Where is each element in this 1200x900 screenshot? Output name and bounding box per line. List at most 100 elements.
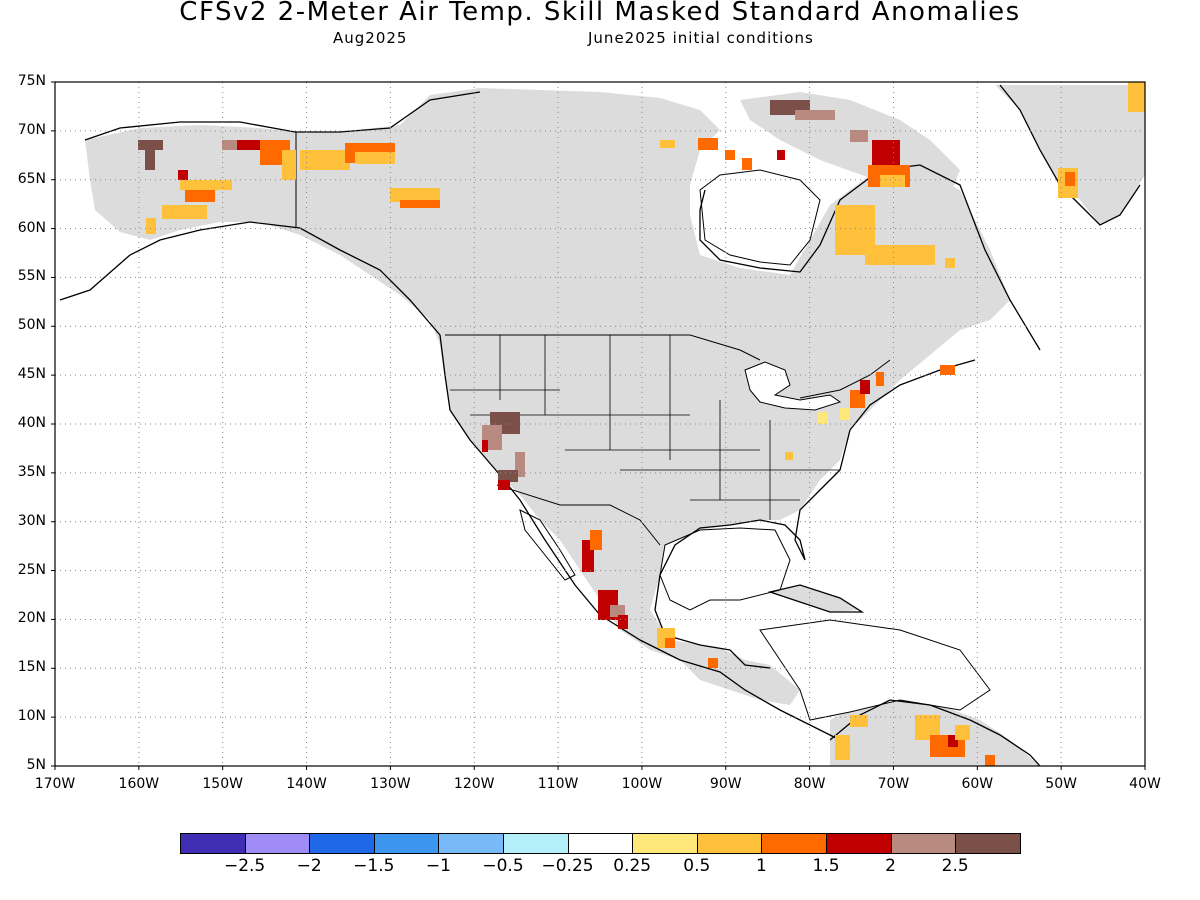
anomaly-cell: [872, 140, 900, 165]
colorbar-label: 0.25: [613, 856, 652, 876]
colorbar-label: −0.25: [541, 856, 594, 876]
anomaly-cell: [1128, 82, 1145, 112]
colorbar-label: 2.5: [941, 856, 969, 876]
colorbar-label: −1.5: [353, 856, 395, 876]
lat-label: 15N: [17, 659, 46, 676]
anomaly-cell: [850, 390, 865, 408]
border-us-mexico: [496, 484, 661, 546]
anomaly-cell: [777, 150, 785, 160]
lon-label: 130W: [370, 776, 411, 792]
colorbar-swatch: [890, 833, 957, 854]
lat-label: 50N: [17, 317, 46, 334]
lat-label: 35N: [17, 463, 46, 480]
anomaly-cell: [237, 140, 267, 150]
anomaly-cell: [145, 150, 155, 170]
lat-label: 45N: [17, 366, 46, 383]
anomaly-cell: [945, 258, 955, 268]
lat-label: 65N: [17, 170, 46, 187]
colorbar-swatch: [373, 833, 440, 854]
lon-label: 110W: [537, 776, 579, 792]
anomaly-cell: [185, 190, 215, 202]
anomaly-cell: [300, 150, 350, 170]
anomaly-cell: [865, 245, 935, 265]
graticule: [55, 82, 1145, 766]
anomaly-cell: [162, 205, 207, 219]
colorbar-label: 1: [755, 856, 767, 876]
anomaly-cell: [482, 440, 488, 452]
great-lakes: [744, 361, 842, 411]
colorbar-swatch: [955, 833, 1021, 854]
anomaly-cell: [355, 152, 395, 164]
anomaly-cell: [180, 180, 232, 190]
colorbar-swatch: [696, 833, 763, 854]
mask-greenland: [995, 85, 1145, 225]
lon-label: 70W: [877, 776, 910, 792]
colorbar-label: −2.5: [223, 856, 266, 876]
anomaly-cell: [590, 530, 602, 550]
coast-west: [59, 221, 851, 746]
colorbar-swatch: [503, 833, 569, 854]
anomaly-cell: [725, 150, 735, 160]
colorbar-swatch: [632, 833, 698, 854]
anomaly-cell: [660, 140, 675, 148]
anomaly-cell: [665, 638, 675, 648]
anomaly-cell: [390, 188, 440, 202]
lon-label: 140W: [286, 776, 327, 792]
colorbar-swatch: [244, 833, 311, 854]
anomaly-cell: [282, 150, 296, 180]
colorbar-swatch: [438, 833, 504, 854]
anomaly-cell: [708, 658, 718, 668]
lon-label: 50W: [1045, 776, 1077, 792]
anomaly-cell: [222, 140, 237, 150]
anomaly-cell: [515, 452, 525, 477]
colorbar-swatch: [309, 833, 375, 854]
anomaly-cell: [795, 110, 835, 120]
anomaly-cell: [985, 755, 995, 766]
anomaly-cell: [876, 372, 884, 386]
political-borders: [295, 132, 891, 546]
anomaly-cells: [138, 82, 1145, 766]
inland-water: [519, 169, 991, 721]
border-us-canada: [445, 334, 891, 399]
colorbar-swatch: [567, 833, 634, 854]
mask-cuba: [770, 585, 860, 612]
lat-label: 70N: [17, 121, 46, 138]
lon-label: 170W: [34, 776, 76, 792]
anomaly-cell: [498, 470, 518, 482]
caribbean-sea: [759, 619, 991, 721]
lat-label: 75N: [17, 73, 46, 89]
lat-label: 40N: [17, 415, 46, 431]
lon-label: 160W: [118, 776, 160, 792]
colorbar-label: 2: [885, 856, 896, 876]
anomaly-cell: [742, 158, 752, 170]
anomaly-cell: [840, 408, 850, 420]
anomaly-cell: [850, 130, 868, 142]
lon-label: 150W: [202, 776, 243, 792]
initial-conditions: June2025 initial conditions: [588, 29, 814, 47]
anomaly-cell: [880, 175, 905, 187]
lon-label: 80W: [793, 776, 826, 792]
coast-cuba: [767, 584, 865, 613]
colorbar-label: 1.5: [812, 856, 840, 876]
mask-north-america: [85, 88, 1010, 705]
lat-label: 30N: [17, 512, 46, 529]
lat-label: 20N: [17, 610, 46, 627]
colorbar-swatch: [826, 833, 892, 854]
anomaly-cell: [400, 200, 440, 208]
colorbar-swatch: [761, 833, 827, 854]
lat-label: 5N: [26, 757, 46, 773]
colorbar-label: −0.5: [482, 856, 524, 876]
lat-label: 10N: [17, 708, 46, 725]
anomaly-cell: [138, 140, 163, 150]
lon-label: 60W: [961, 776, 994, 792]
anomaly-cell: [850, 715, 868, 727]
anomaly-cell: [860, 380, 870, 394]
hudson-bay: [699, 169, 821, 266]
valid-period: Aug2025: [333, 29, 408, 47]
lat-label: 60N: [17, 219, 46, 236]
anomaly-cell: [785, 452, 793, 460]
skill-mask: [85, 85, 1145, 766]
colorbar-label: −1: [425, 856, 451, 876]
lon-label: 40W: [1129, 776, 1161, 792]
